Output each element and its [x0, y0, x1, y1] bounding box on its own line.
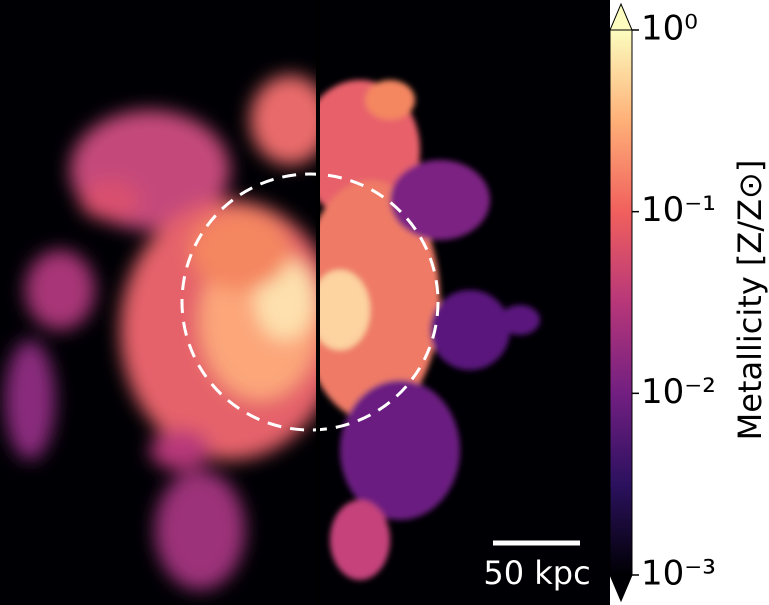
- colorbar-tick-label: 10⁻³: [641, 554, 716, 594]
- left-panel-image: [5, 75, 318, 590]
- colorbar-tick-label: 10⁻²: [641, 372, 716, 412]
- colorbar-extend-top: [609, 2, 633, 31]
- colorbar: [610, 30, 632, 575]
- scale-bar-label: 50 kpc: [483, 554, 590, 592]
- colorbar-frame: [609, 29, 633, 576]
- colorbar-tick-label: 10⁰: [641, 9, 698, 49]
- right-panel-image: [318, 80, 540, 580]
- colorbar-extend-bottom: [609, 574, 633, 603]
- virial-circle: [180, 172, 440, 432]
- colorbar-label: Metallicity [Z/Z⊙]: [731, 160, 769, 441]
- colorbar-tick-label: 10⁻¹: [641, 190, 716, 230]
